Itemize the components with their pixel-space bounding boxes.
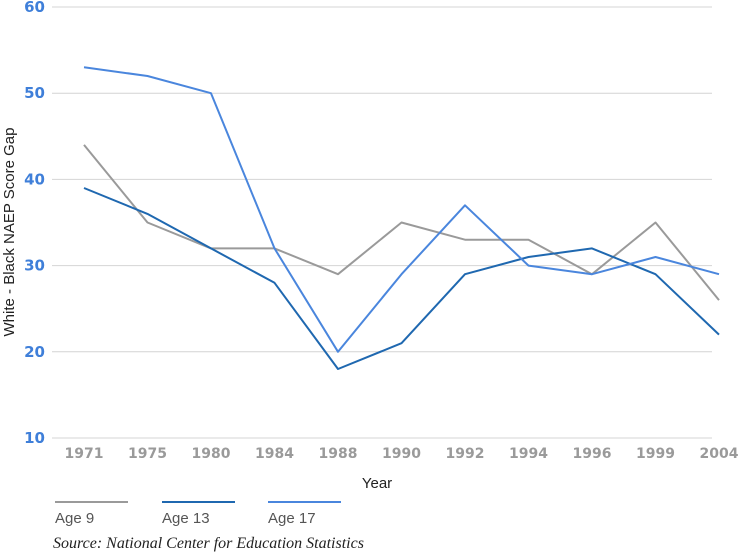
x-tick-label: 1971	[65, 446, 104, 462]
series-lines	[83, 66, 720, 370]
y-tick-label: 40	[24, 170, 45, 188]
series-line-age-13	[83, 187, 720, 370]
source-note: Source: National Center for Education St…	[53, 535, 364, 552]
x-axis-ticks: 1971 1975 1980 1984 1988 1990 1992 1994 1996 1999…	[65, 446, 739, 462]
x-axis-label: Year	[362, 475, 392, 492]
legend-label-age-17: Age 17	[268, 510, 316, 527]
x-tick-label: 1996	[573, 446, 612, 462]
x-tick-label: 2004	[700, 446, 739, 462]
y-tick-label: 60	[24, 0, 45, 16]
y-tick-label: 10	[24, 429, 45, 447]
x-tick-label: 1984	[255, 446, 294, 462]
y-tick-label: 20	[24, 343, 45, 361]
series-line-age-9	[83, 144, 720, 301]
legend-label-age-13: Age 13	[162, 510, 210, 527]
gridlines	[52, 6, 712, 439]
y-tick-label: 50	[24, 84, 45, 102]
x-tick-label: 1999	[636, 446, 675, 462]
x-tick-label: 1980	[192, 446, 231, 462]
y-axis-label: White - Black NAEP Score Gap	[1, 128, 18, 337]
y-tick-label: 30	[24, 257, 45, 275]
x-tick-label: 1988	[319, 446, 358, 462]
x-tick-label: 1990	[382, 446, 421, 462]
x-tick-label: 1975	[128, 446, 167, 462]
x-tick-label: 1994	[509, 446, 548, 462]
legend: Age 9 Age 13 Age 17	[55, 501, 341, 527]
legend-label-age-9: Age 9	[55, 510, 94, 527]
series-line-age-17	[83, 66, 720, 353]
x-tick-label: 1992	[446, 446, 485, 462]
y-axis-ticks: 10 20 30 40 50 60	[24, 0, 45, 447]
